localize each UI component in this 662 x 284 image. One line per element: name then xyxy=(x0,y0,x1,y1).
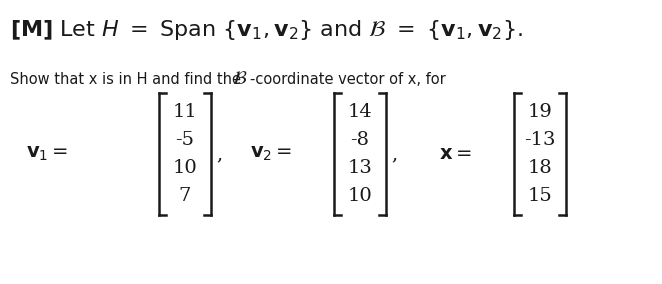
Text: $\mathbf{x} =$: $\mathbf{x} =$ xyxy=(440,145,472,163)
Text: 14: 14 xyxy=(348,103,372,121)
Text: $\mathcal{B}$: $\mathcal{B}$ xyxy=(232,69,247,87)
Text: Show that x is in H and find the: Show that x is in H and find the xyxy=(10,72,246,87)
Text: $\mathbf{v}_1 =$: $\mathbf{v}_1 =$ xyxy=(26,145,68,163)
Text: 18: 18 xyxy=(528,159,552,177)
Text: 19: 19 xyxy=(528,103,552,121)
Text: 13: 13 xyxy=(348,159,373,177)
Text: 11: 11 xyxy=(173,103,197,121)
Text: $\mathbf{v}_2 =$: $\mathbf{v}_2 =$ xyxy=(250,145,292,163)
Text: ,: , xyxy=(216,145,222,163)
Text: -coordinate vector of x, for: -coordinate vector of x, for xyxy=(250,72,446,87)
Text: ,: , xyxy=(391,145,397,163)
Text: 10: 10 xyxy=(173,159,197,177)
Text: -13: -13 xyxy=(524,131,556,149)
Text: -5: -5 xyxy=(175,131,195,149)
Text: -8: -8 xyxy=(350,131,369,149)
Text: 15: 15 xyxy=(528,187,552,205)
Text: 10: 10 xyxy=(348,187,372,205)
Text: $\mathbf{[M]}$ Let $\mathit{H}$ $=$ Span $\{\mathbf{v}_1, \mathbf{v}_2\}$ and $\: $\mathbf{[M]}$ Let $\mathit{H}$ $=$ Span… xyxy=(10,18,523,42)
Text: 7: 7 xyxy=(179,187,191,205)
